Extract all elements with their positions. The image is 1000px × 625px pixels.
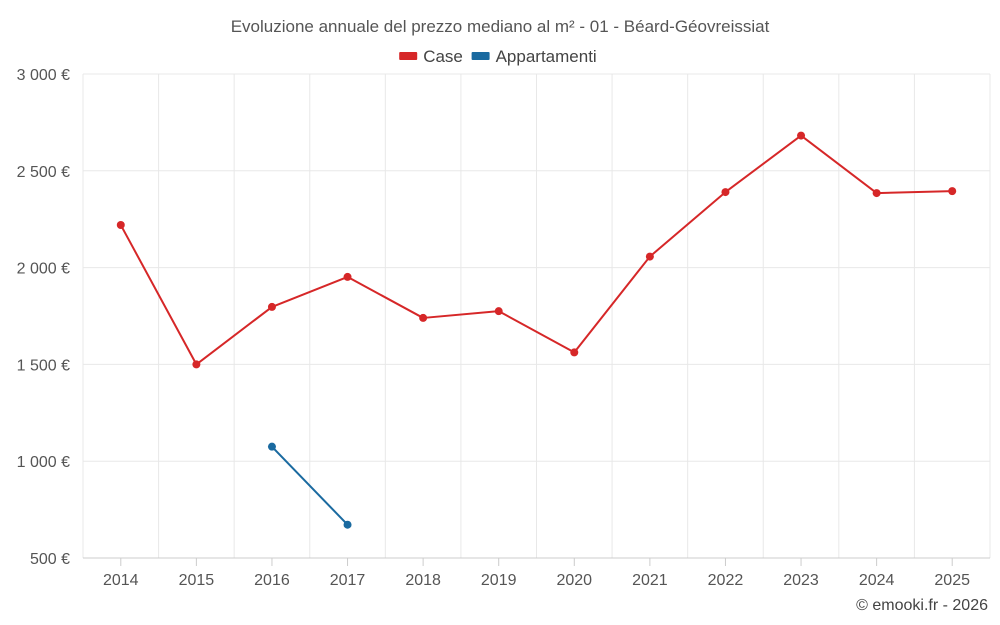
x-tick-label: 2018 <box>405 572 441 589</box>
x-tick-label: 2017 <box>330 572 366 589</box>
legend: Case Appartamenti <box>399 47 597 66</box>
data-point <box>116 221 125 230</box>
x-tick-label: 2024 <box>859 572 895 589</box>
legend-swatch <box>471 52 490 60</box>
legend-label: Appartamenti <box>496 47 597 66</box>
series-line <box>119 134 953 366</box>
x-tick-label: 2014 <box>103 572 139 589</box>
y-tick-label: 1 000 € <box>17 454 70 471</box>
chart-title: Evoluzione annuale del prezzo mediano al… <box>231 17 770 36</box>
legend-item-appartamenti: Appartamenti <box>471 47 597 66</box>
data-point <box>419 313 428 322</box>
y-tick-label: 1 500 € <box>17 357 70 374</box>
legend-swatch <box>399 52 418 60</box>
data-point <box>797 131 806 140</box>
y-tick-label: 2 500 € <box>17 164 70 181</box>
y-tick-label: 2 000 € <box>17 261 70 278</box>
x-tick-label: 2020 <box>556 572 592 589</box>
x-tick-label: 2021 <box>632 572 668 589</box>
grid <box>82 73 991 558</box>
x-axis: 2014 2015 2016 2017 2018 2019 2020 2021 2022 2023… <box>83 557 990 589</box>
y-tick-label: 3 000 € <box>17 67 70 84</box>
series-group <box>116 131 957 529</box>
y-axis: 500 € 1 000 € 1 500 € 2 000 € 2 500 € 3 000 € <box>17 67 70 568</box>
data-point <box>721 188 730 197</box>
data-point <box>494 307 503 316</box>
x-tick-label: 2023 <box>783 572 819 589</box>
data-point <box>872 189 881 198</box>
data-point <box>192 360 201 369</box>
legend-label: Case <box>423 47 463 66</box>
data-point <box>343 520 352 529</box>
data-point <box>267 302 276 311</box>
legend-item-case: Case <box>399 47 463 66</box>
x-tick-label: 2015 <box>179 572 215 589</box>
x-tick-label: 2019 <box>481 572 517 589</box>
x-tick-label: 2016 <box>254 572 290 589</box>
series-appartamenti <box>267 442 352 529</box>
series-case <box>116 131 957 369</box>
credit-text: © emooki.fr - 2026 <box>856 597 988 614</box>
series-line <box>271 445 349 526</box>
x-tick-label: 2022 <box>708 572 744 589</box>
data-point <box>343 272 352 281</box>
data-point <box>570 348 579 357</box>
data-point <box>267 442 276 451</box>
data-point <box>645 252 654 261</box>
data-point <box>948 187 957 196</box>
x-tick-label: 2025 <box>934 572 970 589</box>
y-tick-label: 500 € <box>30 551 70 568</box>
